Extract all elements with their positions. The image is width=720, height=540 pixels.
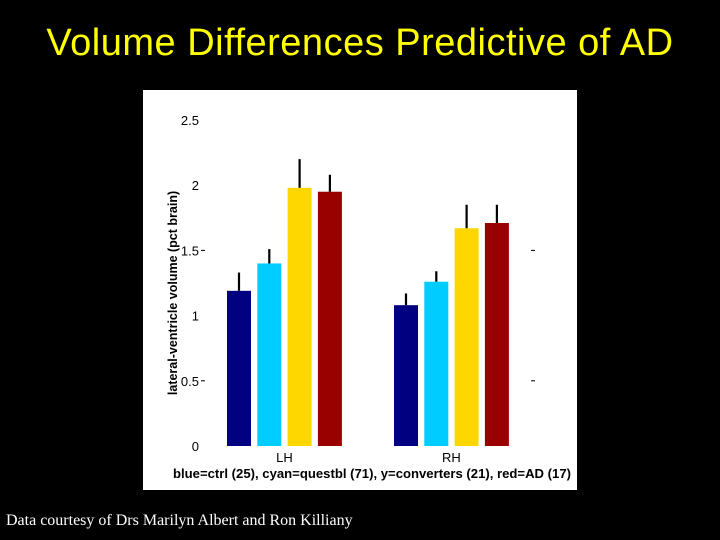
data-credit: Data courtesy of Drs Marilyn Albert and … (6, 512, 353, 529)
y-tick-label: 1 (192, 309, 199, 324)
y-tick-label: 2.5 (181, 113, 199, 128)
x-category-label: RH (442, 450, 461, 465)
y-tick-label: 0 (192, 439, 199, 454)
bar-lh-series-3 (287, 187, 312, 447)
bar-chart: 0 0.5 1 1.5 2 2.5 lateral-ventricle volume (pc… (166, 113, 571, 481)
bar-rh-series-3 (454, 228, 479, 446)
bar-lh-series-4 (317, 191, 342, 446)
y-tick-label: 0.5 (181, 374, 199, 389)
bar-rh-series-1 (394, 305, 418, 446)
legend-text: blue=ctrl (25), cyan=questbl (71), y=con… (173, 466, 571, 481)
y-tick-label: 2 (192, 178, 199, 193)
y-tick-label: 1.5 (181, 243, 199, 258)
bar-lh-series-1 (227, 290, 251, 446)
bar-rh-series-4 (484, 223, 509, 446)
slide-title: Volume Differences Predictive of AD (46, 22, 674, 64)
chart-panel: 0 0.5 1 1.5 2 2.5 lateral-ventricle volume (pc… (143, 90, 577, 490)
y-axis-label: lateral-ventricle volume (pct brain) (166, 191, 180, 395)
x-category-label: LH (276, 450, 293, 465)
bar-lh-series-2 (257, 263, 282, 446)
bar-rh-series-2 (424, 281, 449, 446)
